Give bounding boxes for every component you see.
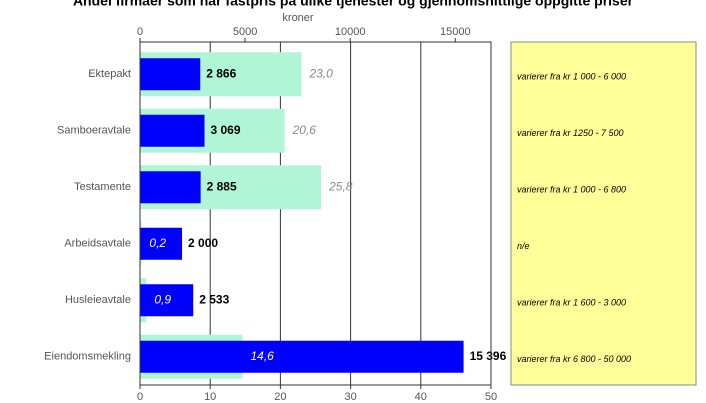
chart-title: Andel firmaer som har fastpris på ulike …: [73, 0, 634, 9]
category-label: Samboeravtale: [57, 125, 131, 137]
kroner-bar: [140, 284, 194, 317]
note-text: varierer fra kr 1 000 - 6 800: [517, 185, 626, 195]
x-tick-label: 30: [344, 391, 356, 403]
x2-tick-label: 10000: [335, 26, 366, 38]
category-label: Ektepakt: [88, 68, 131, 80]
kroner-bar: [140, 340, 464, 373]
notes-panel: [510, 41, 697, 386]
x-tick-label: 0: [137, 391, 143, 403]
x2-axis-label: kroner: [282, 12, 314, 24]
x2-tick-label: 15000: [440, 26, 471, 38]
percent-label: 14,6: [250, 349, 274, 363]
kroner-bar: [140, 58, 201, 91]
category-label: Eiendomsmekling: [44, 351, 131, 363]
note-text: varierer fra kr 6 800 - 50 000: [517, 354, 631, 364]
x2-tick-label: 0: [137, 26, 143, 38]
percent-label: 20,6: [292, 123, 317, 137]
x-tick-label: 20: [274, 391, 286, 403]
percent-label: 25,8: [328, 179, 353, 193]
kroner-label: 15 396: [470, 349, 507, 363]
kroner-label: 2 533: [199, 292, 229, 306]
percent-label: 0,9: [154, 292, 171, 306]
plot-frame: [139, 41, 492, 386]
percent-label: 0,2: [149, 236, 166, 250]
x-tick-label: 40: [415, 391, 427, 403]
kroner-label: 2 885: [207, 179, 237, 193]
x-tick-label: 10: [204, 391, 216, 403]
x2-tick-label: 5000: [233, 26, 257, 38]
percent-label: 23,0: [308, 66, 333, 80]
category-label: Testamente: [74, 181, 131, 193]
category-label: Arbeidsavtale: [64, 238, 131, 250]
note-text: varierer fra kr 1250 - 7 500: [517, 128, 624, 138]
kroner-label: 2 000: [188, 236, 218, 250]
kroner-bar: [140, 171, 201, 204]
note-text: n/e: [517, 241, 530, 251]
note-text: varierer fra kr 1 000 - 6 000: [517, 72, 626, 82]
kroner-bar: [140, 227, 183, 260]
x-tick-label: 50: [485, 391, 497, 403]
category-label: Husleieavtale: [65, 294, 131, 306]
kroner-bar: [140, 114, 205, 147]
kroner-label: 3 069: [211, 123, 241, 137]
kroner-label: 2 866: [206, 66, 236, 80]
note-text: varierer fra kr 1 600 - 3 000: [517, 298, 626, 308]
